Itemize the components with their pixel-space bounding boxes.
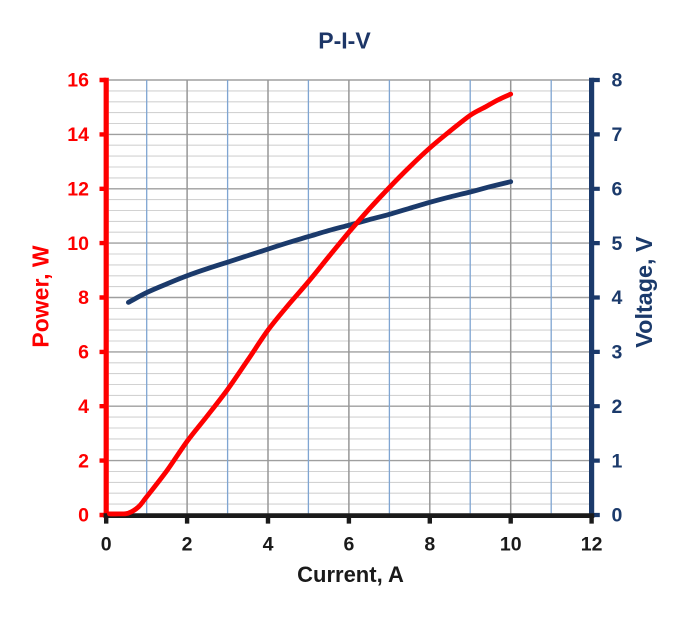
svg-text:12: 12 [581,534,603,556]
svg-text:Current, A: Current, A [297,562,404,587]
svg-text:0: 0 [612,505,623,527]
svg-text:3: 3 [612,342,623,364]
svg-text:12: 12 [67,179,89,201]
svg-text:7: 7 [612,124,623,146]
svg-text:10: 10 [500,534,522,556]
svg-text:2: 2 [78,450,89,472]
svg-text:Power, W: Power, W [28,245,54,348]
svg-text:6: 6 [78,342,89,364]
svg-text:6: 6 [343,534,354,556]
svg-text:14: 14 [67,124,89,146]
svg-text:1: 1 [612,450,623,472]
svg-text:4: 4 [263,534,274,556]
svg-text:16: 16 [67,70,89,92]
svg-text:8: 8 [78,287,89,309]
svg-text:2: 2 [612,396,623,418]
svg-text:0: 0 [101,534,112,556]
svg-text:8: 8 [612,70,623,92]
svg-text:0: 0 [78,505,89,527]
svg-text:8: 8 [424,534,435,556]
svg-text:4: 4 [78,396,89,418]
svg-text:10: 10 [67,233,89,255]
svg-text:2: 2 [182,534,193,556]
svg-text:4: 4 [612,287,623,309]
svg-text:6: 6 [612,179,623,201]
svg-text:Voltage, V: Voltage, V [631,236,657,348]
svg-text:5: 5 [612,233,623,255]
svg-text:P-I-V: P-I-V [318,28,371,54]
